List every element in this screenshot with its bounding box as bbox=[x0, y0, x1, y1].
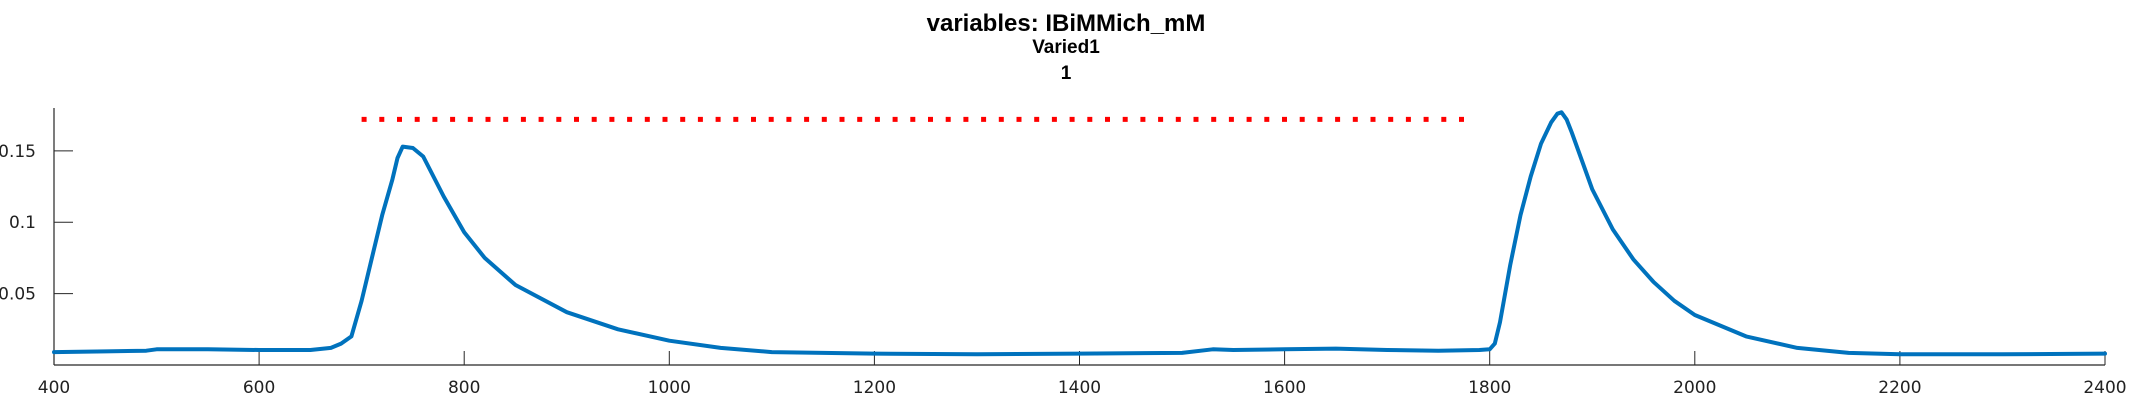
x-tick-label: 1000 bbox=[648, 378, 691, 398]
x-tick-label: 2400 bbox=[2083, 378, 2126, 398]
x-tick-label: 1200 bbox=[853, 378, 896, 398]
plot-series bbox=[52, 110, 2107, 357]
chart-subtitle: Varied1 bbox=[1032, 37, 1100, 58]
axis-ticks: 400 600 800 1000 1200 1400 1600 1800 2000 2200 240… bbox=[0, 142, 2127, 398]
x-tick-label: 800 bbox=[448, 378, 480, 398]
x-tick-label: 400 bbox=[38, 378, 70, 398]
y-tick-label: 0.05 bbox=[0, 285, 36, 305]
x-tick-label: 2000 bbox=[1673, 378, 1716, 398]
x-tick-label: 2200 bbox=[1878, 378, 1921, 398]
y-tick-label: 0.15 bbox=[0, 142, 36, 162]
x-tick-label: 1400 bbox=[1058, 378, 1101, 398]
plot-axes bbox=[53, 108, 2105, 366]
x-tick-label: 1600 bbox=[1263, 378, 1306, 398]
series-line bbox=[52, 110, 2107, 357]
chart-title: variables: IBiMMich_mM bbox=[927, 10, 1206, 37]
x-tick-label: 1800 bbox=[1468, 378, 1511, 398]
x-tick-label: 600 bbox=[243, 378, 275, 398]
chart-subtitle-2: 1 bbox=[1061, 63, 1072, 84]
y-tick-label: 0.1 bbox=[9, 213, 36, 233]
